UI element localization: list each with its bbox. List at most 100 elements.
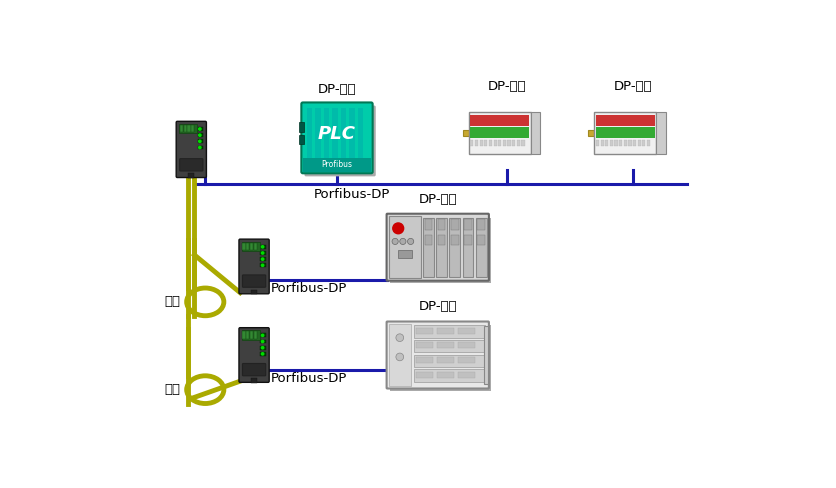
Bar bbox=[600, 140, 604, 146]
Bar bbox=[451, 235, 459, 245]
Bar bbox=[436, 218, 447, 277]
Bar bbox=[458, 327, 475, 334]
Text: Profibus: Profibus bbox=[322, 161, 353, 169]
FancyBboxPatch shape bbox=[304, 105, 375, 176]
FancyBboxPatch shape bbox=[386, 214, 489, 281]
Bar bbox=[458, 357, 475, 363]
Bar bbox=[358, 108, 364, 164]
FancyBboxPatch shape bbox=[180, 159, 203, 171]
Bar bbox=[307, 108, 312, 164]
Bar bbox=[596, 115, 655, 126]
Bar bbox=[437, 327, 454, 334]
FancyBboxPatch shape bbox=[176, 122, 206, 178]
Bar bbox=[247, 243, 249, 250]
Text: DP-主站: DP-主站 bbox=[318, 82, 356, 96]
Circle shape bbox=[199, 134, 201, 136]
Bar bbox=[398, 250, 412, 258]
Circle shape bbox=[400, 238, 406, 244]
Text: DP-从站: DP-从站 bbox=[614, 80, 652, 93]
Bar bbox=[242, 242, 260, 251]
Bar bbox=[197, 140, 203, 143]
Bar bbox=[450, 218, 461, 277]
FancyBboxPatch shape bbox=[242, 364, 266, 376]
Bar bbox=[477, 219, 485, 230]
Circle shape bbox=[262, 346, 264, 349]
Circle shape bbox=[262, 334, 264, 337]
Bar bbox=[462, 130, 537, 136]
FancyBboxPatch shape bbox=[301, 102, 373, 173]
Bar bbox=[642, 140, 645, 146]
Bar bbox=[242, 330, 260, 340]
Bar bbox=[299, 135, 304, 144]
Circle shape bbox=[396, 353, 404, 361]
Bar bbox=[389, 216, 421, 278]
Bar bbox=[191, 125, 195, 132]
Bar bbox=[438, 219, 446, 230]
Bar bbox=[596, 140, 599, 146]
Bar bbox=[469, 112, 531, 154]
Bar bbox=[502, 140, 506, 146]
Bar bbox=[438, 235, 446, 245]
Bar bbox=[260, 257, 266, 261]
Bar bbox=[594, 112, 656, 154]
Bar bbox=[498, 140, 502, 146]
Text: Porfibus-DP: Porfibus-DP bbox=[314, 188, 390, 201]
Bar bbox=[425, 219, 432, 230]
Bar bbox=[423, 218, 434, 277]
Bar bbox=[476, 218, 487, 277]
Bar bbox=[349, 108, 354, 164]
Text: PLC: PLC bbox=[318, 125, 356, 143]
Bar bbox=[493, 140, 497, 146]
Bar bbox=[471, 115, 529, 126]
Bar bbox=[507, 140, 511, 146]
Text: DP-从站: DP-从站 bbox=[419, 193, 457, 205]
Bar bbox=[464, 235, 472, 245]
Text: 光纤: 光纤 bbox=[165, 295, 181, 308]
Bar bbox=[260, 340, 266, 344]
Text: Porfibus-DP: Porfibus-DP bbox=[271, 282, 348, 295]
Bar bbox=[188, 173, 195, 178]
Bar bbox=[180, 125, 183, 132]
Bar bbox=[647, 140, 650, 146]
Bar bbox=[619, 140, 622, 146]
Text: 光纤: 光纤 bbox=[165, 383, 181, 396]
Bar bbox=[522, 140, 524, 146]
Bar bbox=[464, 219, 472, 230]
Bar bbox=[638, 140, 641, 146]
FancyBboxPatch shape bbox=[239, 327, 269, 382]
Bar bbox=[531, 112, 540, 154]
Bar bbox=[254, 243, 257, 250]
Circle shape bbox=[393, 223, 404, 234]
Bar bbox=[414, 355, 485, 367]
Bar bbox=[458, 371, 475, 378]
Bar bbox=[656, 112, 665, 154]
Bar bbox=[512, 140, 515, 146]
Bar bbox=[251, 378, 257, 383]
Bar bbox=[437, 342, 454, 348]
Bar bbox=[596, 127, 655, 138]
Bar bbox=[475, 140, 478, 146]
Bar bbox=[517, 140, 520, 146]
Bar bbox=[389, 324, 410, 386]
Bar bbox=[242, 243, 246, 250]
Bar bbox=[414, 369, 485, 382]
Text: Porfibus-DP: Porfibus-DP bbox=[271, 372, 348, 385]
Bar bbox=[416, 342, 433, 348]
Bar bbox=[251, 289, 257, 294]
Bar bbox=[462, 218, 473, 277]
Bar bbox=[458, 342, 475, 348]
Circle shape bbox=[199, 140, 201, 142]
Bar bbox=[633, 140, 636, 146]
Text: DP-从站: DP-从站 bbox=[419, 301, 457, 313]
Bar bbox=[480, 140, 482, 146]
Bar bbox=[179, 124, 197, 133]
Bar bbox=[184, 125, 186, 132]
Circle shape bbox=[199, 146, 201, 149]
Bar bbox=[390, 325, 492, 391]
Circle shape bbox=[262, 245, 264, 248]
Bar bbox=[471, 140, 473, 146]
Bar bbox=[299, 122, 304, 132]
Bar bbox=[254, 331, 257, 339]
Bar bbox=[247, 331, 249, 339]
Bar bbox=[484, 326, 488, 384]
